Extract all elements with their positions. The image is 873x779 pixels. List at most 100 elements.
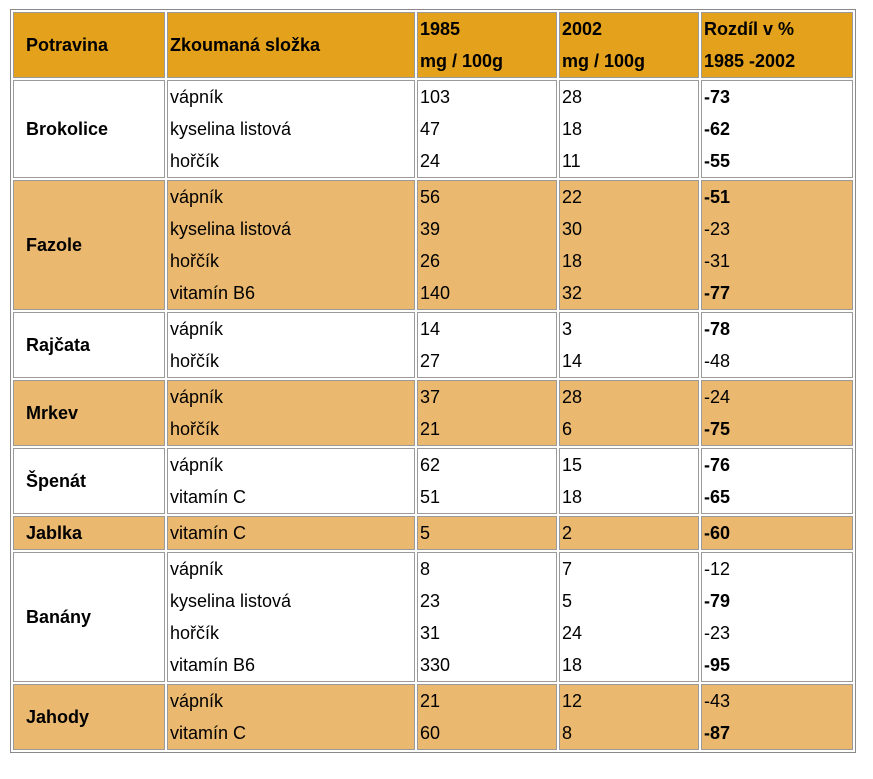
diff-percent: -79 [704,591,731,611]
value-2002-cell: 22 30 18 32 [559,180,699,310]
value-2002: 18 [562,251,583,271]
header-diff-range: 1985 -2002 [704,51,796,71]
component-name: vitamín C [170,523,247,543]
value-2002: 2 [562,523,573,543]
diff-percent: -12 [704,559,731,579]
value-1985: 8 [420,559,431,579]
value-2002-cell: 7 5 24 18 [559,552,699,682]
value-1985: 62 [420,455,441,475]
value-1985: 31 [420,623,441,643]
header-food: Potravina [13,12,165,78]
value-1985-cell: 37 21 [417,380,557,446]
value-1985: 27 [420,351,441,371]
value-2002: 22 [562,187,583,207]
component-name-cell: vápník hořčík [167,380,415,446]
component-name: kyselina listová [170,591,292,611]
value-2002: 32 [562,283,583,303]
component-name: hořčík [170,251,220,271]
table-row: Banány vápník kyselina listová hořčík vitamí… [13,552,853,682]
value-2002-cell: 2 [559,516,699,550]
component-name-cell: vápník kyselina listová hořčík [167,80,415,178]
value-1985-cell: 5 [417,516,557,550]
diff-percent: -23 [704,219,731,239]
header-2002-unit: mg / 100g [562,51,646,71]
food-name: Špenát [13,448,165,514]
diff-percent-cell: -60 [701,516,853,550]
component-name: vápník [170,455,224,475]
diff-percent: -51 [704,187,731,207]
food-name: Banány [13,552,165,682]
value-1985: 26 [420,251,441,271]
nutrient-table: Potravina Zkoumaná složka 1985 mg / 100g… [10,9,856,753]
component-name: vitamín C [170,723,247,743]
component-name: vápník [170,187,224,207]
diff-percent-cell: -78 -48 [701,312,853,378]
header-diff-title: Rozdíl v % [704,19,795,39]
diff-percent: -77 [704,283,731,303]
diff-percent-cell: -43 -87 [701,684,853,750]
component-name: hořčík [170,419,220,439]
value-2002: 12 [562,691,583,711]
food-name: Jablka [13,516,165,550]
value-2002: 24 [562,623,583,643]
food-name: Fazole [13,180,165,310]
component-name-cell: vápník hořčík [167,312,415,378]
component-name: kyselina listová [170,219,292,239]
component-name-cell: vitamín C [167,516,415,550]
value-1985-cell: 56 39 26 140 [417,180,557,310]
value-2002-cell: 3 14 [559,312,699,378]
header-component: Zkoumaná složka [167,12,415,78]
value-2002-cell: 28 18 11 [559,80,699,178]
table-row: Jahody vápník vitamín C 21 60 12 8 -43 -87 [13,684,853,750]
component-name: hořčík [170,351,220,371]
component-name: vápník [170,559,224,579]
diff-percent: -31 [704,251,731,271]
component-name-cell: vápník kyselina listová hořčík vitamín B6 [167,552,415,682]
header-1985: 1985 mg / 100g [417,12,557,78]
value-1985: 47 [420,119,441,139]
value-2002-cell: 15 18 [559,448,699,514]
diff-percent: -95 [704,655,731,675]
header-diff: Rozdíl v % 1985 -2002 [701,12,853,78]
food-name: Rajčata [13,312,165,378]
value-1985-cell: 103 47 24 [417,80,557,178]
component-name: vápník [170,691,224,711]
diff-percent: -87 [704,723,731,743]
value-2002: 3 [562,319,573,339]
value-2002: 18 [562,119,583,139]
value-1985-cell: 14 27 [417,312,557,378]
value-2002: 7 [562,559,573,579]
header-row: Potravina Zkoumaná složka 1985 mg / 100g… [13,12,853,78]
diff-percent: -62 [704,119,731,139]
value-2002: 11 [562,151,581,171]
table-body: Brokolice vápník kyselina listová hořčík 103… [13,80,853,750]
header-1985-year: 1985 [420,19,461,39]
value-1985: 330 [420,655,451,675]
component-name: vitamín B6 [170,655,256,675]
value-1985: 24 [420,151,441,171]
value-1985-cell: 62 51 [417,448,557,514]
value-1985: 140 [420,283,451,303]
value-1985-cell: 21 60 [417,684,557,750]
food-name: Jahody [13,684,165,750]
header-2002: 2002 mg / 100g [559,12,699,78]
diff-percent-cell: -24 -75 [701,380,853,446]
diff-percent: -75 [704,419,731,439]
value-2002: 18 [562,487,583,507]
diff-percent: -73 [704,87,731,107]
diff-percent-cell: -76 -65 [701,448,853,514]
table-row: Mrkev vápník hořčík 37 21 28 6 -24 -75 [13,380,853,446]
value-1985: 103 [420,87,451,107]
value-1985: 5 [420,523,431,543]
table-row: Špenát vápník vitamín C 62 51 15 18 -76 -65 [13,448,853,514]
diff-percent-cell: -73 -62 -55 [701,80,853,178]
diff-percent: -23 [704,623,731,643]
component-name: vápník [170,387,224,407]
value-1985: 14 [420,319,441,339]
diff-percent: -43 [704,691,731,711]
component-name: vitamín B6 [170,283,256,303]
header-2002-year: 2002 [562,19,603,39]
diff-percent-cell: -51 -23 -31 -77 [701,180,853,310]
value-1985: 60 [420,723,441,743]
component-name-cell: vápník kyselina listová hořčík vitamín B6 [167,180,415,310]
